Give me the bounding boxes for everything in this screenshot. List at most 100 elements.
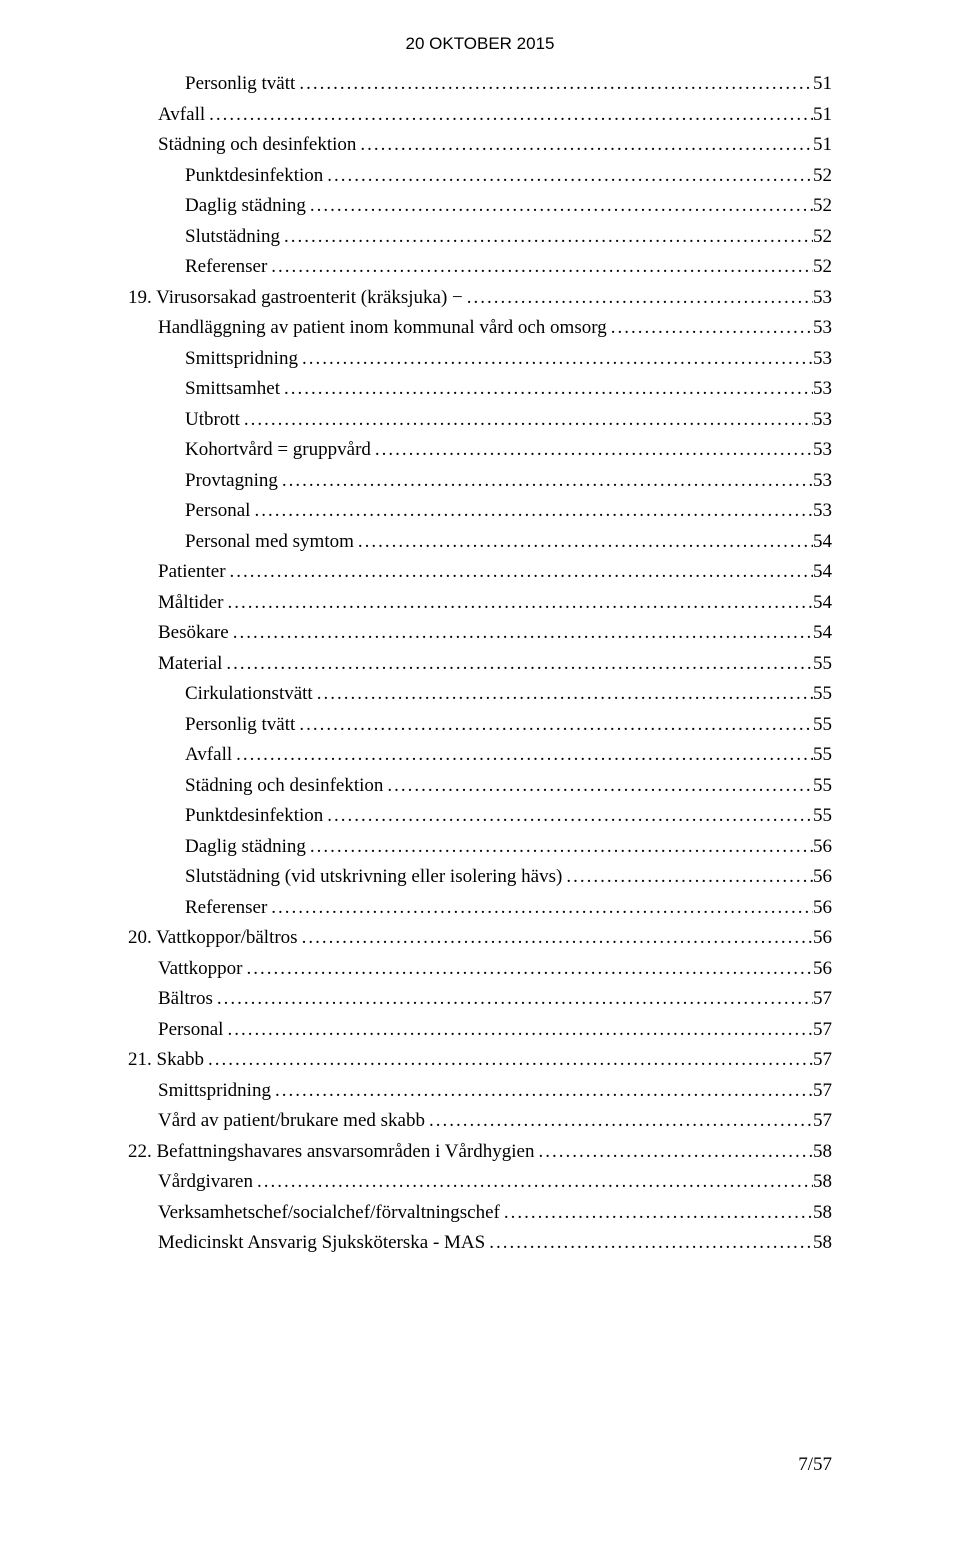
toc-entry[interactable]: Vattkoppor 56 xyxy=(128,959,832,978)
toc-entry[interactable]: Provtagning 53 xyxy=(128,471,832,490)
toc-leader-dots xyxy=(500,1203,813,1222)
toc-entry[interactable]: Avfall 51 xyxy=(128,105,832,124)
toc-leader-dots xyxy=(205,105,813,124)
toc-leader-dots xyxy=(562,867,813,886)
toc-entry-label: Daglig städning xyxy=(185,837,306,856)
toc-entry-page: 53 xyxy=(813,440,832,459)
toc-entry-label: Punktdesinfektion xyxy=(185,806,323,825)
toc-entry-page: 56 xyxy=(813,898,832,917)
toc-entry[interactable]: Måltider 54 xyxy=(128,593,832,612)
toc-leader-dots xyxy=(323,806,813,825)
toc-entry-page: 53 xyxy=(813,349,832,368)
toc-entry-label: Patienter xyxy=(158,562,226,581)
toc-entry[interactable]: Patienter 54 xyxy=(128,562,832,581)
toc-entry-page: 56 xyxy=(813,959,832,978)
toc-entry[interactable]: Personlig tvätt 51 xyxy=(128,74,832,93)
toc-entry[interactable]: 22. Befattningshavares ansvarsområden i … xyxy=(128,1142,832,1161)
toc-leader-dots xyxy=(323,166,813,185)
toc-entry-page: 52 xyxy=(813,227,832,246)
toc-entry[interactable]: Slutstädning (vid utskrivning eller isol… xyxy=(128,867,832,886)
toc-entry-page: 54 xyxy=(813,562,832,581)
toc-entry[interactable]: Städning och desinfektion 55 xyxy=(128,776,832,795)
toc-entry[interactable]: Referenser 52 xyxy=(128,257,832,276)
toc-leader-dots xyxy=(229,623,813,642)
document-page: 20 OKTOBER 2015 Personlig tvätt 51Avfall… xyxy=(0,0,960,1546)
toc-leader-dots xyxy=(463,288,813,307)
toc-entry[interactable]: Vårdgivaren 58 xyxy=(128,1172,832,1191)
toc-entry-label: Smittspridning xyxy=(185,349,298,368)
toc-leader-dots xyxy=(222,654,813,673)
toc-entry[interactable]: Personal 57 xyxy=(128,1020,832,1039)
toc-leader-dots xyxy=(383,776,813,795)
toc-entry[interactable]: Smittspridning 53 xyxy=(128,349,832,368)
toc-entry-page: 53 xyxy=(813,288,832,307)
toc-entry[interactable]: Utbrott 53 xyxy=(128,410,832,429)
toc-leader-dots xyxy=(607,318,813,337)
toc-entry-page: 56 xyxy=(813,928,832,947)
toc-entry-page: 58 xyxy=(813,1142,832,1161)
toc-leader-dots xyxy=(534,1142,813,1161)
toc-entry-label: Personal med symtom xyxy=(185,532,354,551)
toc-entry[interactable]: Personlig tvätt 55 xyxy=(128,715,832,734)
toc-entry[interactable]: Besökare 54 xyxy=(128,623,832,642)
toc-leader-dots xyxy=(425,1111,813,1130)
toc-entry[interactable]: Smittspridning 57 xyxy=(128,1081,832,1100)
toc-entry-page: 55 xyxy=(813,776,832,795)
toc-entry-page: 53 xyxy=(813,379,832,398)
toc-entry-label: Material xyxy=(158,654,222,673)
toc-leader-dots xyxy=(298,928,813,947)
toc-entry-label: Avfall xyxy=(185,745,232,764)
toc-entry-page: 57 xyxy=(813,1020,832,1039)
toc-leader-dots xyxy=(232,745,813,764)
toc-entry-page: 51 xyxy=(813,105,832,124)
toc-entry[interactable]: Personal med symtom 54 xyxy=(128,532,832,551)
toc-leader-dots xyxy=(226,562,813,581)
toc-entry-label: Handläggning av patient inom kommunal vå… xyxy=(158,318,607,337)
toc-entry-label: Vårdgivaren xyxy=(158,1172,253,1191)
toc-entry-label: Måltider xyxy=(158,593,223,612)
toc-entry-label: Smittspridning xyxy=(158,1081,271,1100)
toc-entry[interactable]: Avfall 55 xyxy=(128,745,832,764)
toc-entry[interactable]: Bältros 57 xyxy=(128,989,832,1008)
toc-entry[interactable]: Städning och desinfektion 51 xyxy=(128,135,832,154)
toc-entry[interactable]: Handläggning av patient inom kommunal vå… xyxy=(128,318,832,337)
toc-entry-page: 57 xyxy=(813,1111,832,1130)
toc-entry-label: Utbrott xyxy=(185,410,240,429)
toc-entry[interactable]: 20. Vattkoppor/bältros 56 xyxy=(128,928,832,947)
toc-entry-page: 53 xyxy=(813,318,832,337)
toc-leader-dots xyxy=(223,593,813,612)
toc-entry[interactable]: Medicinskt Ansvarig Sjuksköterska - MAS … xyxy=(128,1233,832,1252)
toc-entry-label: Cirkulationstvätt xyxy=(185,684,313,703)
toc-entry[interactable]: Punktdesinfektion 55 xyxy=(128,806,832,825)
toc-entry[interactable]: Verksamhetschef/socialchef/förvaltningsc… xyxy=(128,1203,832,1222)
toc-entry[interactable]: Material 55 xyxy=(128,654,832,673)
toc-entry-label: Personal xyxy=(185,501,250,520)
page-header-date: 20 OKTOBER 2015 xyxy=(128,34,832,54)
toc-entry-label: Provtagning xyxy=(185,471,278,490)
toc-entry-label: Smittsamhet xyxy=(185,379,280,398)
toc-entry[interactable]: Smittsamhet 53 xyxy=(128,379,832,398)
toc-entry[interactable]: Kohortvård = gruppvård 53 xyxy=(128,440,832,459)
toc-entry[interactable]: Daglig städning 56 xyxy=(128,837,832,856)
toc-entry[interactable]: Vård av patient/brukare med skabb 57 xyxy=(128,1111,832,1130)
toc-entry[interactable]: Daglig städning 52 xyxy=(128,196,832,215)
toc-entry[interactable]: Personal 53 xyxy=(128,501,832,520)
toc-entry-page: 55 xyxy=(813,654,832,673)
toc-entry[interactable]: Slutstädning 52 xyxy=(128,227,832,246)
toc-entry-page: 52 xyxy=(813,196,832,215)
toc-entry-label: Personlig tvätt xyxy=(185,74,295,93)
toc-entry-label: Vattkoppor xyxy=(158,959,242,978)
toc-leader-dots xyxy=(271,1081,813,1100)
toc-entry[interactable]: Punktdesinfektion 52 xyxy=(128,166,832,185)
toc-leader-dots xyxy=(250,501,813,520)
toc-leader-dots xyxy=(313,684,813,703)
toc-entry[interactable]: 19. Virusorsakad gastroenterit (kräksjuk… xyxy=(128,288,832,307)
toc-entry[interactable]: Cirkulationstvätt 55 xyxy=(128,684,832,703)
toc-entry[interactable]: 21. Skabb 57 xyxy=(128,1050,832,1069)
toc-entry-label: Bältros xyxy=(158,989,213,1008)
toc-entry[interactable]: Referenser 56 xyxy=(128,898,832,917)
toc-entry-label: Personlig tvätt xyxy=(185,715,295,734)
toc-entry-label: Verksamhetschef/socialchef/förvaltningsc… xyxy=(158,1203,500,1222)
toc-entry-page: 56 xyxy=(813,867,832,886)
toc-entry-page: 52 xyxy=(813,257,832,276)
